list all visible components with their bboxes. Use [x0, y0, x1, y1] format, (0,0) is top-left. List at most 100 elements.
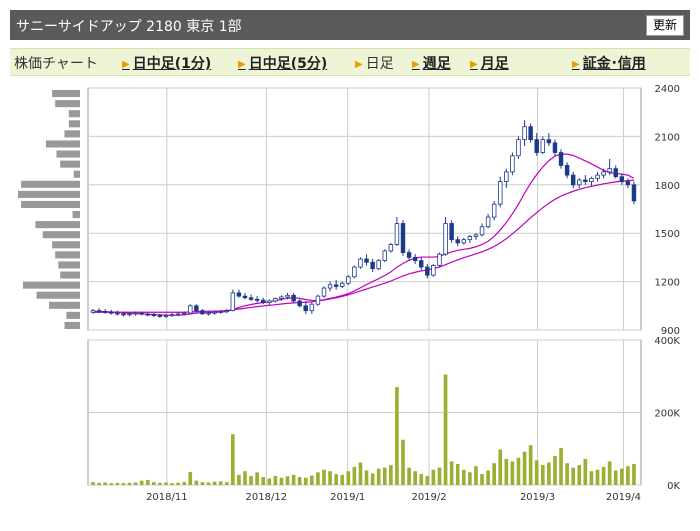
volume-bar: [492, 463, 496, 485]
candle-body: [528, 126, 533, 141]
candle: [406, 249, 412, 261]
volume-bar: [449, 461, 454, 485]
candle-body: [625, 181, 631, 186]
volume-bar: [534, 460, 539, 485]
candle-body: [558, 152, 564, 166]
volume-bar: [297, 477, 302, 485]
candle: [273, 297, 278, 303]
candle-body: [467, 236, 473, 241]
volume-profile: [18, 90, 81, 329]
price-tick-label: 900: [661, 326, 680, 337]
nav-weekly[interactable]: ▶ 週足: [412, 53, 451, 73]
volume-bar: [328, 471, 332, 485]
candle-body: [449, 223, 454, 241]
candle-body: [309, 303, 315, 312]
x-tick-label: 2018/11: [146, 492, 188, 503]
volume-bar: [589, 471, 594, 485]
volume-bar: [103, 482, 108, 485]
volume-bar: [261, 477, 266, 485]
volume-bar: [571, 467, 576, 485]
price-panel: [87, 87, 642, 331]
candle-body: [443, 223, 448, 255]
volume-tick-label: 0K: [667, 481, 680, 492]
nav-margin[interactable]: ▶ 証金･信用: [572, 53, 646, 73]
volume-bar: [212, 481, 217, 485]
volume-bar: [504, 458, 509, 485]
volume-bar: [601, 466, 606, 485]
nav-item-label: 週足: [422, 56, 451, 72]
candle: [619, 173, 625, 185]
candle-body: [340, 282, 345, 287]
volume-bar: [145, 479, 150, 485]
header-bar: サニーサイドアップ 2180 東京 1部 更新: [10, 10, 690, 40]
chart-nav: 株価チャート ▶ 日中足(1分) ▶ 日中足(5分) ▶ 日足 ▶ 週足 ▶ 月足 ▶ 証金…: [10, 48, 690, 76]
volume-bar: [401, 439, 405, 485]
candle: [267, 299, 272, 306]
volume-bar: [151, 482, 156, 485]
volume-profile-bar: [68, 110, 80, 118]
candle-body: [109, 311, 114, 314]
candle-body: [510, 155, 515, 173]
volume-bar: [176, 482, 180, 485]
nav-intraday-1min[interactable]: ▶ 日中足(1分): [122, 53, 211, 73]
nav-monthly[interactable]: ▶ 月足: [470, 53, 509, 73]
volume-bar: [613, 470, 618, 485]
volume-bar: [346, 471, 351, 485]
volume-bar: [285, 476, 290, 485]
candle-body: [133, 312, 138, 315]
volume-bar: [310, 475, 314, 485]
volume-profile-bar: [66, 311, 80, 319]
nav-item-label: 日中足(5分): [248, 56, 328, 72]
nav-item-label: 日足: [365, 56, 394, 72]
candle: [188, 304, 193, 314]
candle: [552, 139, 558, 156]
volume-bar: [376, 468, 381, 485]
candle: [589, 176, 594, 187]
nav-intraday-5min[interactable]: ▶ 日中足(5分): [238, 53, 327, 73]
candle: [181, 311, 187, 316]
candle: [90, 309, 96, 314]
candle: [491, 200, 497, 221]
x-tick-label: 2019/1: [330, 492, 365, 503]
candle-body: [382, 250, 387, 262]
candle-body: [595, 174, 600, 179]
volume-profile-bar: [36, 291, 80, 299]
volume-bar: [455, 463, 460, 485]
candle-body: [461, 239, 467, 244]
candle-body: [175, 313, 181, 316]
nav-daily[interactable]: ▶ 日足: [355, 53, 394, 73]
volume-profile-bar: [49, 301, 80, 309]
volume-tick-label: 200K: [654, 409, 680, 420]
candle-body: [206, 312, 211, 315]
candle-body: [321, 287, 327, 297]
candle: [248, 294, 254, 301]
volume-profile-bar: [56, 150, 80, 158]
candle-body: [370, 261, 375, 270]
candle: [631, 181, 637, 205]
volume-bar: [553, 456, 557, 485]
volume-profile-bar: [52, 241, 80, 249]
volume-bar: [352, 466, 357, 485]
candle-body: [425, 266, 430, 276]
candle: [200, 309, 205, 315]
volume-bar: [200, 482, 205, 485]
price-tick-label: 1200: [655, 278, 680, 289]
candle-body: [577, 179, 582, 186]
candle: [127, 312, 132, 317]
candle: [382, 249, 387, 263]
candle-body: [437, 253, 442, 266]
candle-body: [491, 203, 497, 218]
refresh-button[interactable]: 更新: [645, 15, 684, 36]
volume-bar: [425, 475, 430, 485]
candle-body: [522, 126, 527, 141]
candle-body: [224, 310, 229, 313]
arrow-icon: ▶: [572, 59, 580, 70]
volume-bar: [468, 472, 472, 485]
candle-body: [102, 311, 108, 313]
candle: [340, 281, 345, 289]
candle-body: [200, 310, 205, 315]
candle-body: [145, 313, 150, 316]
volume-bar: [182, 482, 187, 485]
volume-bar: [565, 463, 569, 485]
volume-bar: [431, 469, 436, 485]
